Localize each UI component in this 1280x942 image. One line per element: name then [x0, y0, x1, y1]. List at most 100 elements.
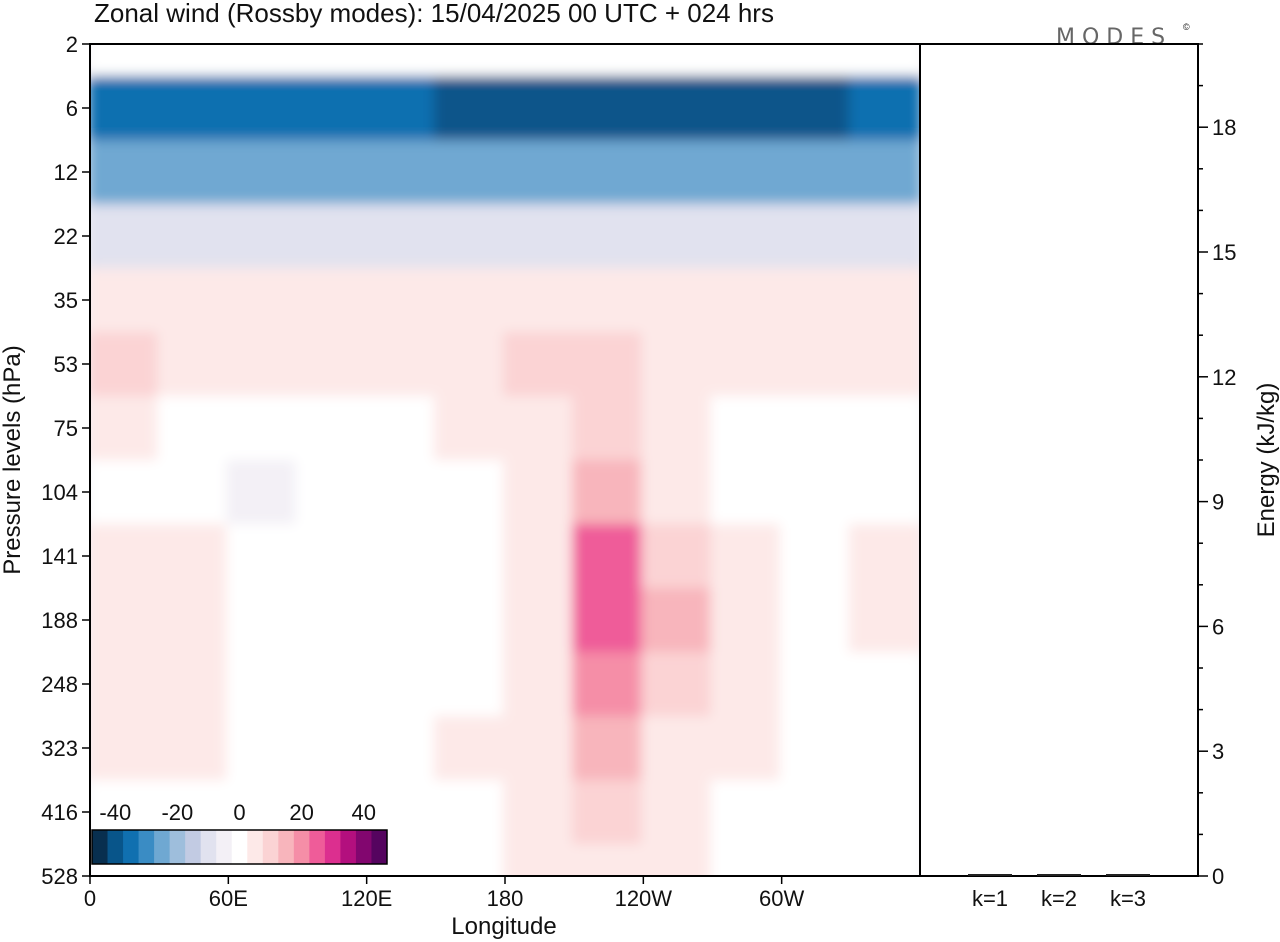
heatmap-cell — [295, 140, 369, 206]
heatmap-cell — [641, 204, 715, 270]
heatmap-cell — [503, 396, 577, 462]
heatmap-x-tick-label: 120W — [615, 886, 673, 911]
chart-title: Zonal wind (Rossby modes): 15/04/2025 00… — [94, 0, 774, 28]
heatmap-cell — [572, 44, 646, 78]
heatmap-cell — [364, 716, 438, 782]
heatmap-cell — [226, 140, 300, 206]
energy-y-tick-label: 15 — [1212, 240, 1236, 265]
heatmap-cell — [433, 460, 507, 526]
heatmap-cell — [779, 716, 853, 782]
heatmap-cell — [641, 524, 715, 590]
heatmap-cell — [295, 524, 369, 590]
colorbar-tick-label: -20 — [161, 800, 193, 825]
heatmap-cell — [572, 204, 646, 270]
heatmap-y-axis-title: Pressure levels (hPa) — [0, 345, 26, 574]
heatmap-cell — [710, 396, 784, 462]
heatmap-y-tick-label: 323 — [41, 736, 78, 761]
energy-x-tick-label: k=3 — [1110, 886, 1146, 911]
heatmap-cell — [641, 780, 715, 846]
heatmap-y-tick-label: 188 — [41, 608, 78, 633]
heatmap-cell — [779, 524, 853, 590]
heatmap-cell — [503, 460, 577, 526]
heatmap-y-tick-label: 141 — [41, 544, 78, 569]
heatmap-cell — [710, 716, 784, 782]
heatmap-cell — [364, 140, 438, 206]
heatmap-cell — [364, 268, 438, 334]
heatmap-cell — [157, 204, 231, 270]
heatmap-cell — [710, 780, 784, 846]
heatmap-cell — [433, 588, 507, 654]
heatmap-cell — [848, 332, 920, 398]
heatmap-cell — [779, 268, 853, 334]
heatmap-cell — [226, 524, 300, 590]
heatmap-y-tick-label: 53 — [54, 352, 78, 377]
heatmap-cell — [433, 76, 507, 142]
heatmap-cell — [848, 844, 920, 876]
heatmap-cell — [779, 396, 853, 462]
heatmap-cell — [503, 332, 577, 398]
heatmap-y-tick-label: 104 — [41, 480, 78, 505]
colorbar-swatch — [247, 830, 264, 864]
heatmap-y-tick-label: 2 — [66, 32, 78, 57]
heatmap-cell — [157, 44, 231, 78]
heatmap-y-tick-label: 12 — [54, 160, 78, 185]
heatmap-cell — [295, 44, 369, 78]
heatmap-x-axis: 0 60E 120E 180 120W 60W — [84, 876, 805, 911]
heatmap-cell — [503, 588, 577, 654]
heatmap-cell — [157, 140, 231, 206]
heatmap-cell — [641, 652, 715, 718]
energy-x-tick-label: k=1 — [972, 886, 1008, 911]
colorbar-swatch — [262, 830, 279, 864]
heatmap-cell — [503, 268, 577, 334]
heatmap-cell — [295, 204, 369, 270]
energy-y-tick-label: 6 — [1212, 614, 1224, 639]
heatmap-cell — [641, 396, 715, 462]
heatmap-cell — [295, 332, 369, 398]
heatmap-cell — [848, 140, 920, 206]
heatmap-cell — [226, 204, 300, 270]
heatmap-cell — [710, 204, 784, 270]
heatmap-cell — [848, 76, 920, 142]
heatmap-cell — [641, 844, 715, 876]
heatmap-cell — [503, 652, 577, 718]
zonal-wind-heatmap — [90, 44, 920, 876]
colorbar-swatch — [92, 830, 109, 864]
colorbar-tick-label: 40 — [351, 800, 375, 825]
heatmap-cell — [503, 716, 577, 782]
heatmap-cell — [572, 76, 646, 142]
heatmap-cell — [848, 44, 920, 78]
heatmap-cell — [572, 780, 646, 846]
heatmap-cell — [572, 652, 646, 718]
heatmap-cell — [572, 460, 646, 526]
heatmap-cell — [433, 524, 507, 590]
energy-y-tick-label: 18 — [1212, 115, 1236, 140]
heatmap-cell — [710, 652, 784, 718]
heatmap-y-tick-label: 75 — [54, 416, 78, 441]
heatmap-cell — [710, 44, 784, 78]
heatmap-cell — [226, 460, 300, 526]
heatmap-cell — [433, 140, 507, 206]
heatmap-cell — [226, 396, 300, 462]
colorbar-swatch — [185, 830, 202, 864]
heatmap-cell — [226, 588, 300, 654]
heatmap-cell — [779, 460, 853, 526]
heatmap-x-tick-label: 0 — [84, 886, 96, 911]
energy-x-tick-label: k=2 — [1041, 886, 1077, 911]
heatmap-cell — [226, 332, 300, 398]
heatmap-cell — [157, 588, 231, 654]
heatmap-cell — [295, 588, 369, 654]
heatmap-x-tick-label: 60W — [759, 886, 804, 911]
heatmap-x-tick-label: 180 — [487, 886, 524, 911]
colorbar-swatch — [138, 830, 155, 864]
colorbar-tick-label: -40 — [99, 800, 131, 825]
heatmap-cell — [710, 332, 784, 398]
heatmap-cell — [848, 396, 920, 462]
colorbar-tick-label: 0 — [233, 800, 245, 825]
heatmap-cell — [572, 396, 646, 462]
heatmap-cell — [848, 460, 920, 526]
heatmap-cell — [779, 780, 853, 846]
heatmap-cell — [364, 524, 438, 590]
heatmap-cell — [295, 268, 369, 334]
energy-bar-chart: 0 3 6 9 12 15 18 k=1 k=2 k=3 — [968, 43, 1236, 911]
heatmap-cell — [157, 332, 231, 398]
